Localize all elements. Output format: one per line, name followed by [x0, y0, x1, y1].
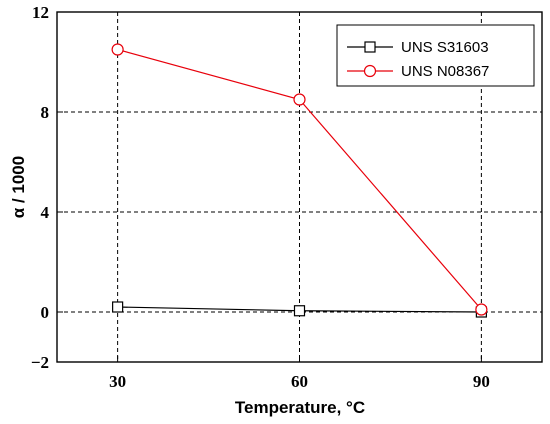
x-tick-label: 30 — [109, 372, 126, 391]
y-axis-title: α / 1000 — [9, 156, 28, 218]
data-point-square — [112, 301, 124, 313]
y-tick-label: 4 — [41, 203, 50, 222]
data-point-circle — [111, 43, 124, 56]
series-layer — [111, 43, 488, 318]
y-tick-label: −2 — [31, 353, 49, 372]
x-tick-label: 60 — [291, 372, 308, 391]
legend: UNS S31603 UNS N08367 — [336, 24, 535, 87]
legend-label: UNS S31603 — [401, 39, 489, 56]
series-line-1 — [117, 48, 482, 310]
legend-marker-square — [364, 41, 376, 53]
legend-marker-circle — [363, 64, 377, 78]
x-axis-title: Temperature, °C — [235, 398, 365, 417]
y-tick-label: 12 — [32, 3, 49, 22]
x-tick-label: 90 — [473, 372, 490, 391]
legend-label: UNS N08367 — [401, 63, 489, 80]
data-point-circle — [475, 303, 488, 316]
data-point-circle — [293, 93, 306, 106]
y-tick-label: 0 — [41, 303, 50, 322]
x-axis-ticks: 30 60 90 — [109, 356, 490, 391]
data-point-square — [293, 305, 306, 317]
y-tick-label: 8 — [41, 103, 50, 122]
y-axis-ticks: −2 0 4 8 12 — [31, 3, 63, 372]
